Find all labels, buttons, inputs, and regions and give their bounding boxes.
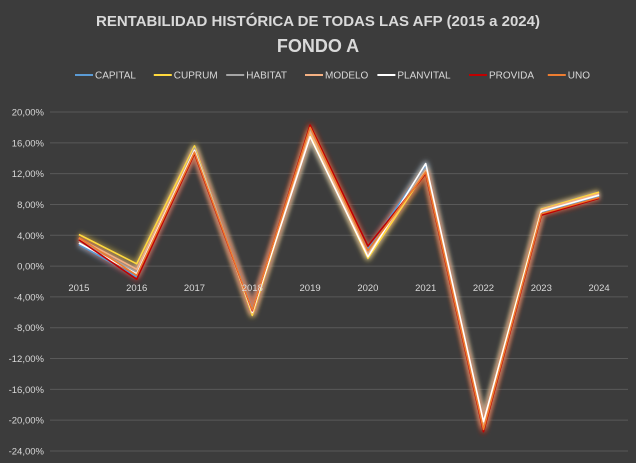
- y-tick-label: 12,00%: [12, 169, 45, 180]
- y-tick-label: 4,00%: [17, 231, 44, 242]
- y-tick-label: -4,00%: [14, 292, 45, 303]
- x-tick-label: 2019: [300, 283, 321, 294]
- series-line-uno: [78, 126, 600, 431]
- x-tick-label: 2015: [68, 283, 89, 294]
- series-lines: [78, 124, 600, 433]
- x-tick-label: 2024: [589, 283, 610, 294]
- series-glow: [77, 122, 600, 435]
- x-tick-label: 2023: [531, 283, 552, 294]
- x-tick-label: 2017: [184, 283, 205, 294]
- y-axis-ticks: 20,00% 16,00% 12,00% 8,00% 4,00% 0,00% -4,00% -…: [9, 108, 45, 458]
- y-tick-label: -8,00%: [14, 323, 45, 334]
- y-tick-label: -16,00%: [9, 385, 45, 396]
- legend-label: CAPITAL: [95, 71, 136, 82]
- legend-label: MODELO: [325, 71, 369, 82]
- legend-label: CUPRUM: [174, 71, 218, 82]
- chart-subtitle: FONDO A: [277, 36, 359, 56]
- legend-label: PLANVITAL: [397, 71, 451, 82]
- y-tick-label: -24,00%: [9, 447, 45, 458]
- y-tick-label: -12,00%: [9, 354, 45, 365]
- x-tick-label: 2022: [473, 283, 494, 294]
- x-tick-label: 2018: [242, 283, 263, 294]
- legend-label: PROVIDA: [489, 71, 534, 82]
- x-tick-label: 2021: [415, 283, 436, 294]
- gridlines: [50, 111, 628, 452]
- y-tick-label: 8,00%: [17, 200, 44, 211]
- y-tick-label: 20,00%: [12, 108, 45, 119]
- chart-title: RENTABILIDAD HISTÓRICA DE TODAS LAS AFP …: [96, 12, 540, 30]
- y-tick-label: -20,00%: [9, 416, 45, 427]
- x-tick-label: 2020: [357, 283, 378, 294]
- legend-label: UNO: [568, 71, 590, 82]
- x-tick-label: 2016: [126, 283, 147, 294]
- x-axis-ticks: 2015 2016 2017 2018 2019 2020 2021 2022 2023 2024: [68, 283, 609, 294]
- series-glow-line: [77, 124, 600, 433]
- legend: CAPITAL CUPRUM HABITAT MODELO PLANVITAL PROVI…: [75, 71, 590, 82]
- legend-label: HABITAT: [246, 71, 287, 82]
- y-tick-label: 0,00%: [17, 262, 44, 273]
- y-tick-label: 16,00%: [12, 138, 45, 149]
